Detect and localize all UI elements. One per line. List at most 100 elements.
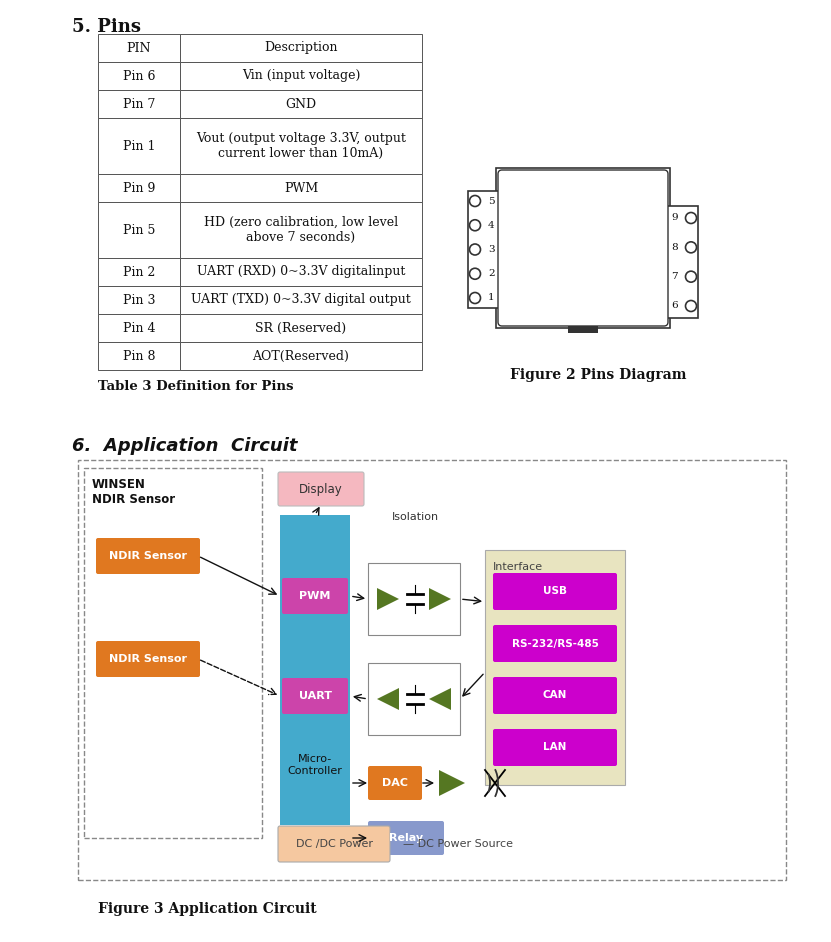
Text: DAC: DAC <box>382 778 408 788</box>
Text: Pin 6: Pin 6 <box>123 70 155 83</box>
Bar <box>180 258 422 286</box>
Bar <box>98 62 180 90</box>
Bar <box>98 90 180 118</box>
Text: DC /DC Power: DC /DC Power <box>296 839 372 849</box>
Bar <box>98 202 180 258</box>
Bar <box>496 168 670 328</box>
Text: 6: 6 <box>671 301 678 311</box>
Text: HD (zero calibration, low level
above 7 seconds): HD (zero calibration, low level above 7 … <box>204 216 398 244</box>
Circle shape <box>686 213 696 223</box>
Bar <box>368 563 460 635</box>
Circle shape <box>686 242 696 252</box>
Text: Display: Display <box>299 482 343 495</box>
Text: Figure 2 Pins Diagram: Figure 2 Pins Diagram <box>509 368 686 382</box>
Polygon shape <box>377 588 399 610</box>
Text: AOT(Reserved): AOT(Reserved) <box>253 349 350 363</box>
Bar <box>180 34 422 62</box>
Bar <box>98 314 180 342</box>
Text: — DC Power Source: — DC Power Source <box>403 839 513 849</box>
Bar <box>98 34 180 62</box>
FancyBboxPatch shape <box>368 766 422 800</box>
Text: Pin 4: Pin 4 <box>123 321 155 334</box>
Bar <box>98 342 180 370</box>
Text: Table 3 Definition for Pins: Table 3 Definition for Pins <box>98 380 293 393</box>
Text: 8: 8 <box>671 243 678 252</box>
Bar <box>98 286 180 314</box>
Text: Pin 5: Pin 5 <box>123 223 155 236</box>
Text: Interface: Interface <box>493 562 543 572</box>
Text: Pin 8: Pin 8 <box>123 349 155 363</box>
Circle shape <box>470 268 480 279</box>
Text: Figure 3 Application Circuit: Figure 3 Application Circuit <box>98 902 317 916</box>
Text: Vin (input voltage): Vin (input voltage) <box>242 70 360 83</box>
Polygon shape <box>429 688 451 710</box>
Text: Pin 2: Pin 2 <box>123 266 155 279</box>
Text: UART (TXD) 0~3.3V digital output: UART (TXD) 0~3.3V digital output <box>191 294 411 306</box>
Bar <box>98 118 180 174</box>
Text: CAN: CAN <box>543 690 568 701</box>
Polygon shape <box>439 770 465 796</box>
Text: 5: 5 <box>488 197 494 205</box>
FancyBboxPatch shape <box>368 821 444 855</box>
Text: Pin 9: Pin 9 <box>123 182 155 194</box>
Text: SR (Reserved): SR (Reserved) <box>255 321 347 334</box>
Polygon shape <box>429 588 451 610</box>
Text: PWM: PWM <box>299 591 331 601</box>
Bar <box>568 326 598 333</box>
Bar <box>98 174 180 202</box>
Text: Vout (output voltage 3.3V, output
current lower than 10mA): Vout (output voltage 3.3V, output curren… <box>196 132 406 160</box>
Text: Description: Description <box>264 41 337 55</box>
Bar <box>78 460 786 880</box>
Text: PIN: PIN <box>127 41 151 55</box>
Bar <box>180 118 422 174</box>
Text: 9: 9 <box>671 214 678 222</box>
Bar <box>180 174 422 202</box>
Bar <box>180 90 422 118</box>
Bar <box>180 62 422 90</box>
FancyBboxPatch shape <box>493 573 617 610</box>
Bar <box>485 550 625 785</box>
Text: GND: GND <box>285 98 317 110</box>
Text: USB: USB <box>543 587 567 596</box>
FancyBboxPatch shape <box>493 625 617 662</box>
Circle shape <box>470 293 480 303</box>
Bar <box>98 258 180 286</box>
Bar <box>667 206 698 318</box>
Text: 7: 7 <box>671 272 678 281</box>
Text: UART: UART <box>298 691 332 701</box>
Text: Relay: Relay <box>389 833 423 843</box>
Text: 1: 1 <box>488 294 494 302</box>
FancyBboxPatch shape <box>282 578 348 614</box>
Polygon shape <box>377 688 399 710</box>
Text: LAN: LAN <box>543 742 567 753</box>
Text: 5. Pins: 5. Pins <box>72 18 141 36</box>
Text: 2: 2 <box>488 269 494 278</box>
Text: Isolation: Isolation <box>391 512 439 522</box>
Bar <box>84 468 262 838</box>
Circle shape <box>470 196 480 206</box>
Text: NDIR Sensor: NDIR Sensor <box>109 551 187 561</box>
Bar <box>368 663 460 735</box>
Text: Pin 7: Pin 7 <box>123 98 155 110</box>
Text: PWM: PWM <box>284 182 318 194</box>
Circle shape <box>686 271 696 283</box>
Text: WINSEN
NDIR Sensor: WINSEN NDIR Sensor <box>92 478 175 506</box>
FancyBboxPatch shape <box>278 826 390 862</box>
FancyBboxPatch shape <box>278 472 364 506</box>
Bar <box>180 202 422 258</box>
Bar <box>180 342 422 370</box>
Circle shape <box>470 219 480 231</box>
FancyBboxPatch shape <box>96 538 200 574</box>
FancyBboxPatch shape <box>96 641 200 677</box>
FancyBboxPatch shape <box>493 677 617 714</box>
FancyBboxPatch shape <box>493 729 617 766</box>
Text: Micro-
Controller: Micro- Controller <box>288 755 342 776</box>
Circle shape <box>470 244 480 255</box>
Text: 6.  Application  Circuit: 6. Application Circuit <box>72 437 297 455</box>
Text: Pin 1: Pin 1 <box>123 139 155 153</box>
Text: Pin 3: Pin 3 <box>123 294 155 306</box>
Text: RS-232/RS-485: RS-232/RS-485 <box>512 639 598 648</box>
Text: 3: 3 <box>488 245 494 254</box>
Text: 4: 4 <box>488 220 494 230</box>
Circle shape <box>686 300 696 312</box>
